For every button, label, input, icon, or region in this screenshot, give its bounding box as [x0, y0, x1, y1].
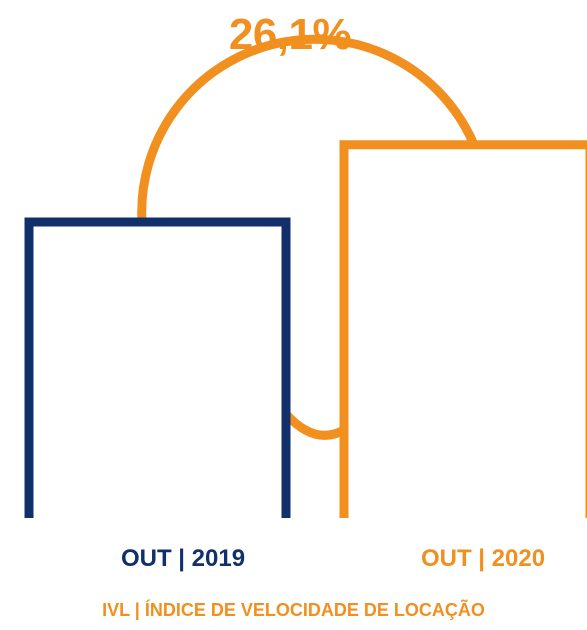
growth-percentage-label: 26,1%	[228, 10, 352, 59]
category-label-2020: OUT | 2020	[420, 545, 546, 572]
category-label-2019: OUT | 2019	[120, 545, 246, 572]
chart-footer-title: IVL | ÍNDICE DE VELOCIDADE DE LOCAÇÃO	[102, 600, 485, 620]
bar-out-2020	[339, 140, 587, 518]
growth-arc-top	[137, 34, 479, 223]
bar-out-2019	[24, 217, 291, 518]
growth-arc-bottom	[282, 410, 347, 440]
